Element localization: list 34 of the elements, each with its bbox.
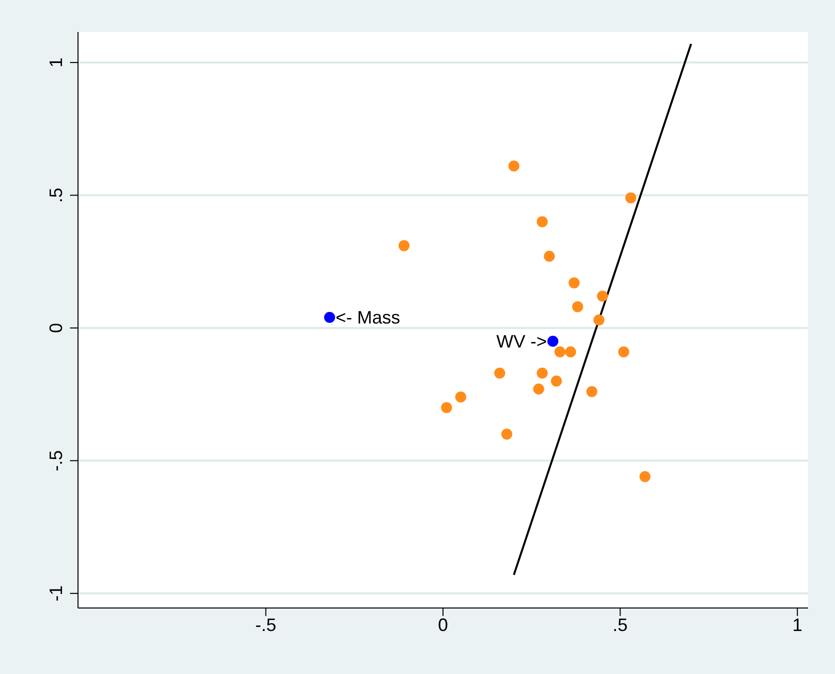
point (533, 384, 544, 395)
x-tick-label: 1 (792, 614, 802, 635)
point (455, 391, 466, 402)
point (547, 336, 558, 347)
y-tick-label: 0 (46, 322, 66, 333)
point (501, 428, 512, 440)
y-tick-label: -.5 (46, 450, 66, 472)
x-tick-label: 0 (438, 614, 448, 635)
point (536, 368, 548, 379)
y-tick-label: .5 (46, 188, 66, 203)
point (441, 402, 452, 414)
point (554, 346, 566, 358)
point (544, 250, 555, 262)
point (639, 471, 650, 482)
point (324, 312, 336, 323)
y-tick-label: 1 (46, 58, 66, 68)
point (596, 290, 608, 302)
point (618, 346, 630, 358)
point (565, 346, 576, 358)
point (593, 314, 604, 326)
x-tick-label: .5 (612, 614, 628, 635)
x-tick-label: -.5 (255, 614, 276, 635)
annotation: <- Mass (336, 308, 400, 328)
point (494, 368, 506, 379)
point (586, 386, 598, 398)
y-tick-label: -1 (46, 585, 66, 602)
point (568, 277, 580, 288)
point (550, 376, 562, 387)
point (572, 301, 584, 312)
point (398, 240, 410, 252)
point (625, 192, 636, 204)
point (508, 160, 520, 172)
point (536, 216, 548, 228)
annotation: WV -> (496, 332, 547, 352)
